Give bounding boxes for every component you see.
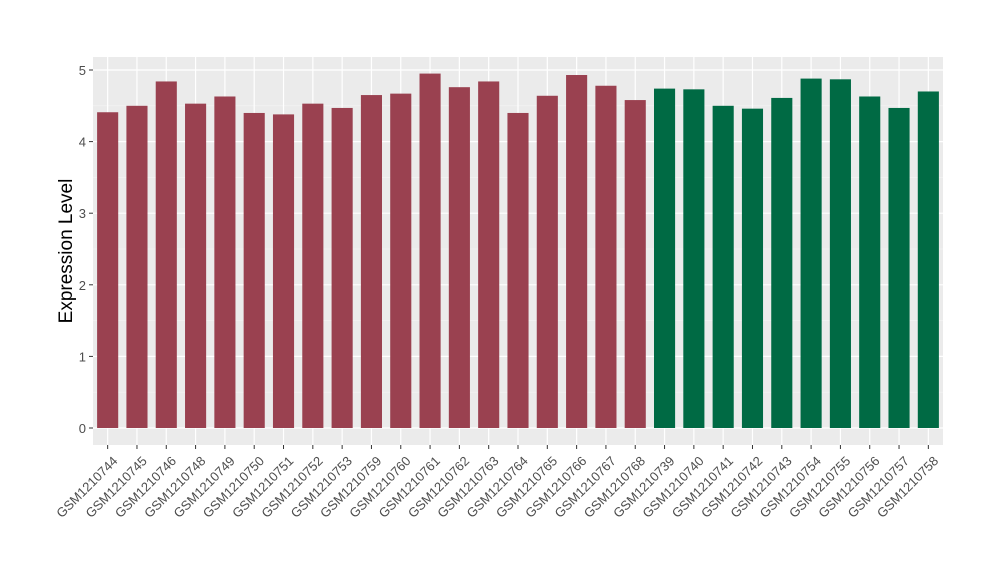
bar-GSM1210745	[126, 105, 148, 429]
y-tick-label: 4	[79, 135, 86, 150]
bar-GSM1210761	[419, 73, 441, 428]
bar-GSM1210755	[829, 79, 851, 429]
bar-GSM1210739	[654, 88, 676, 428]
bar-GSM1210756	[859, 96, 881, 428]
bar-GSM1210748	[185, 103, 207, 428]
bar-GSM1210749	[214, 96, 236, 428]
bar-GSM1210767	[595, 85, 617, 428]
bar-GSM1210751	[272, 114, 295, 428]
bar-GSM1210768	[624, 100, 646, 429]
bar-GSM1210764	[507, 112, 529, 429]
bar-GSM1210743	[771, 97, 793, 428]
y-tick-label: 5	[79, 63, 86, 78]
bar-GSM1210763	[478, 81, 500, 429]
y-axis: 0 1 2 3 4 5	[79, 63, 93, 436]
bar-GSM1210759	[360, 95, 382, 428]
y-tick-label: 0	[79, 421, 86, 436]
y-axis-label: Expression Level	[56, 179, 77, 324]
bar-GSM1210757	[888, 107, 910, 428]
bar-GSM1210741	[712, 105, 734, 429]
bar-GSM1210758	[917, 91, 939, 428]
bar-GSM1210766	[566, 75, 588, 429]
y-tick-label: 2	[79, 278, 86, 293]
bar-GSM1210762	[448, 87, 470, 429]
bar-GSM1210740	[683, 89, 705, 428]
bar-GSM1210753	[331, 107, 353, 428]
y-tick-label: 1	[79, 349, 86, 364]
bar-GSM1210752	[302, 103, 324, 428]
y-tick-label: 3	[79, 206, 86, 221]
bar-GSM1210742	[741, 108, 764, 428]
bar-GSM1210754	[800, 78, 822, 428]
bars-layer	[97, 73, 939, 429]
bar-GSM1210750	[243, 112, 265, 429]
x-axis: GSM1210744GSM1210745GSM1210746GSM1210748…	[53, 445, 941, 521]
bar-GSM1210746	[155, 81, 177, 429]
bar-GSM1210744	[97, 112, 119, 428]
bar-GSM1210765	[536, 95, 558, 428]
bar-GSM1210760	[390, 93, 412, 429]
